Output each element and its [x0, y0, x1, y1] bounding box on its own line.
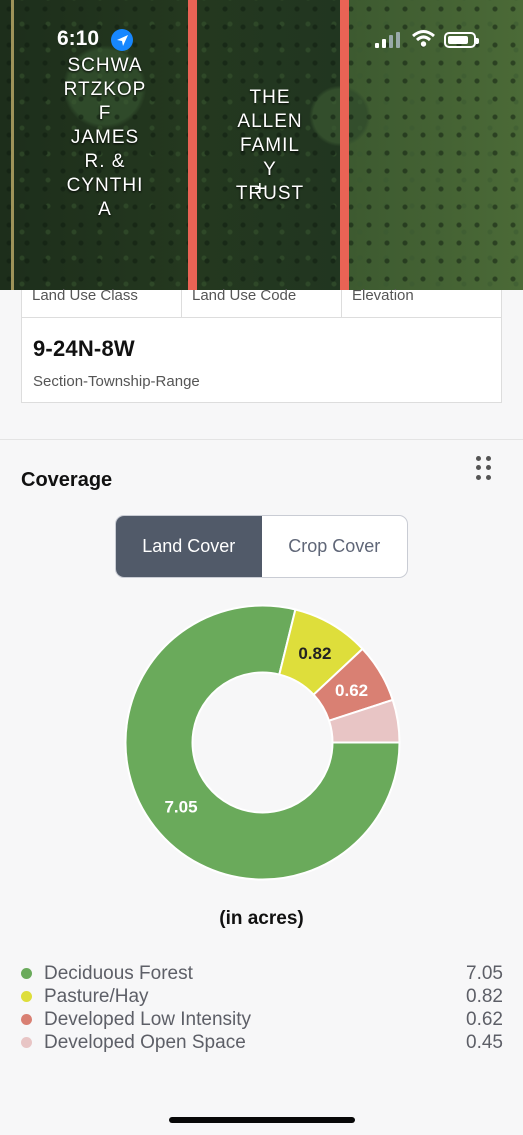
legend-value: 0.82: [466, 985, 503, 1007]
coverage-donut-chart[interactable]: 7.05 0.820.62: [120, 600, 405, 885]
tab-crop-cover[interactable]: Crop Cover: [288, 536, 381, 556]
status-bar: 6:10: [0, 27, 523, 53]
legend-label: Developed Open Space: [44, 1031, 246, 1053]
chart-unit-label: (in acres): [219, 908, 304, 929]
legend-color-dot: [21, 991, 32, 1002]
donut-data-label: 0.62: [335, 681, 368, 700]
legend-color-dot: [21, 968, 32, 979]
owner-label-allen-family-trust[interactable]: THE ALLEN FAMIL Y TRUST: [235, 87, 305, 204]
parcel-boundary: [11, 0, 14, 290]
legend-value: 0.62: [466, 1008, 503, 1030]
section-township-range-label: Section-Township-Range: [33, 373, 200, 390]
parcel-map[interactable]: SCHWA RTZKOP F JAMES R. & CYNTHI A THE A…: [0, 0, 523, 290]
coverage-title: Coverage: [21, 469, 113, 491]
elevation-header: Elevation: [352, 287, 414, 304]
section-township-range-value: 9-24N-8W: [33, 336, 135, 361]
owner-label-schwartzkopf[interactable]: SCHWA RTZKOP F JAMES R. & CYNTHI A: [63, 55, 147, 220]
home-indicator[interactable]: [169, 1117, 355, 1123]
more-options-icon[interactable]: [476, 456, 494, 480]
legend-label: Developed Low Intensity: [44, 1008, 252, 1030]
donut-slice-deciduous-forest[interactable]: [124, 604, 401, 881]
location-arrow-icon: [111, 29, 133, 51]
legend-label: Deciduous Forest: [44, 962, 193, 984]
donut-slice-developed-open-space[interactable]: [327, 698, 401, 744]
land-use-class-header: Land Use Class: [22, 288, 182, 317]
section-divider: [0, 439, 523, 440]
signal-icon: [375, 32, 400, 48]
legend-color-dot: [21, 1014, 32, 1025]
wifi-icon: [412, 30, 435, 47]
property-table-header: Land Use Class Land Use Code Elevation: [22, 287, 501, 318]
selected-parcel-right-boundary: [340, 0, 349, 290]
coverage-segmented-control[interactable]: Land Cover Crop Cover: [115, 515, 408, 578]
legend-value: 0.45: [466, 1031, 503, 1053]
legend-item[interactable]: Developed Low Intensity 0.62: [18, 1008, 503, 1031]
status-time: 6:10: [57, 27, 100, 50]
crosshair-icon: +: [254, 178, 266, 200]
legend-color-dot: [21, 1037, 32, 1048]
land-use-code-header: Land Use Code: [182, 288, 342, 317]
tab-land-cover[interactable]: Land Cover: [116, 516, 262, 577]
battery-icon: [444, 32, 479, 48]
legend-item[interactable]: Deciduous Forest 7.05: [18, 962, 503, 985]
property-info-card: Land Use Class Land Use Code Elevation 9…: [21, 287, 502, 403]
donut-data-label: 7.05: [164, 797, 197, 816]
selected-parcel-left-boundary: [188, 0, 197, 290]
coverage-legend: Deciduous Forest 7.05 Pasture/Hay 0.82 D…: [18, 962, 503, 1054]
legend-item[interactable]: Pasture/Hay 0.82: [18, 985, 503, 1008]
legend-item[interactable]: Developed Open Space 0.45: [18, 1031, 503, 1054]
legend-value: 7.05: [466, 962, 503, 984]
donut-data-label: 0.82: [298, 644, 331, 663]
legend-label: Pasture/Hay: [44, 985, 149, 1007]
